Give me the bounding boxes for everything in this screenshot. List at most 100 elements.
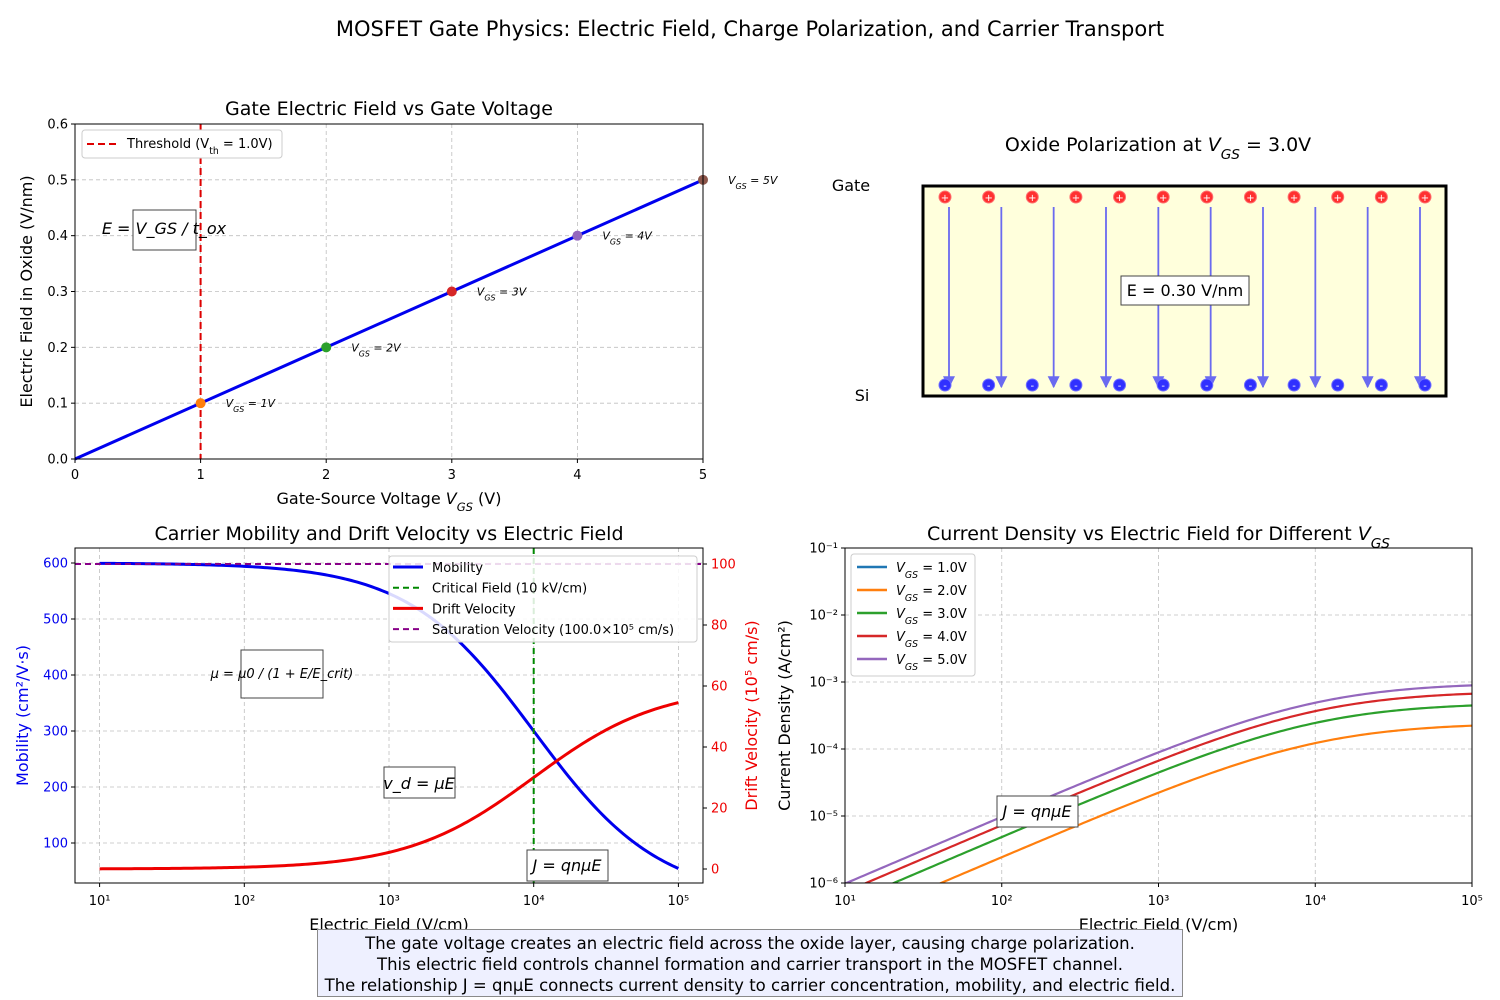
y-tick-label: 100: [43, 837, 68, 852]
point-label: VGS​ = 1V: [226, 397, 277, 414]
y2-tick-label: 0: [711, 863, 719, 878]
caption-line: This electric field controls channel for…: [376, 955, 1123, 974]
negative-charge: [1069, 378, 1083, 392]
caption-box: The gate voltage creates an electric fie…: [317, 929, 1183, 997]
positive-charge-sign: +: [1421, 193, 1429, 204]
legend-label: VGS​ = 2.0V: [896, 584, 967, 604]
annotation-box: [526, 849, 609, 882]
x-tick-label: 10¹: [89, 894, 111, 909]
negative-charge: [938, 378, 952, 392]
panel-title: Gate Electric Field vs Gate Voltage: [225, 98, 553, 120]
y-tick-label: 500: [43, 613, 68, 628]
mobility-formula: μ = μ0 / (1 + E/E_crit): [210, 667, 354, 682]
x-tick-label: 0: [71, 468, 79, 483]
legend-label: Critical Field (10 kV/cm): [432, 582, 587, 597]
negative-charge-sign: -: [1161, 381, 1165, 392]
y-tick-label: 200: [43, 781, 68, 796]
positive-charge: [982, 190, 996, 204]
y-tick-label: 400: [43, 669, 68, 684]
x-tick-label: 10²: [991, 894, 1013, 909]
panel-gate-field: 0 1 2 3 4 5 0.0 0.1 0.2 0.3 0.4 0.5 0.6 VGS​ = 1V VGS​…: [17, 98, 779, 514]
panel-mobility-drift: 10¹ 10² 10³ 10⁴ 10⁵ 100 200 300 400 500 600 0 20 40 60…: [13, 523, 761, 934]
positive-charge-sign: +: [941, 193, 949, 204]
negative-charge-sign: -: [1205, 381, 1209, 392]
legend-box: [388, 555, 698, 643]
y2-tick-label: 20: [711, 802, 728, 817]
panel-oxide-polarization: Oxide Polarization at VGS​ = 3.0V Gate Si +…: [832, 134, 1448, 405]
legend-label: VGS​ = 3.0V: [896, 607, 967, 627]
negative-charge: [1243, 378, 1257, 392]
caption-line: The relationship J = qnμE connects curre…: [324, 976, 1176, 995]
negative-charge: [1287, 378, 1301, 392]
current-density-curve: [938, 724, 1472, 883]
panel-title: Current Density vs Electric Field for Di…: [927, 523, 1390, 552]
x-tick-label: 10⁴: [1304, 894, 1326, 909]
data-point: [195, 398, 206, 409]
x-tick-label: 10¹: [834, 894, 856, 909]
x-tick-label: 1: [196, 468, 204, 483]
legend-box: [850, 553, 976, 677]
negative-charge: [1156, 378, 1170, 392]
x-tick-label: 10⁵: [1461, 894, 1483, 909]
silicon-label: Si: [855, 386, 870, 405]
current-formula: J = qnμE: [530, 856, 603, 875]
positive-charge-sign: +: [1115, 193, 1123, 204]
panel-title: Oxide Polarization at VGS​ = 3.0V: [1005, 134, 1311, 163]
y2-tick-label: 100: [711, 558, 736, 573]
y-axis-label: Mobility (cm²/V·s): [13, 645, 32, 786]
positive-charge-sign: +: [1072, 193, 1080, 204]
y-tick-label: 10⁻⁶: [809, 877, 838, 892]
figure-title: MOSFET Gate Physics: Electric Field, Cha…: [336, 17, 1164, 41]
negative-charge: [982, 378, 996, 392]
negative-charge: [1113, 378, 1127, 392]
positive-charge-sign: +: [1203, 193, 1211, 204]
positive-charge: [1156, 190, 1170, 204]
plot-frame: [74, 547, 704, 884]
positive-charge: [1287, 190, 1301, 204]
positive-charge: [1374, 190, 1388, 204]
positive-charge: [1025, 190, 1039, 204]
point-label: VGS​ = 5V: [728, 174, 779, 191]
y2-tick-label: 40: [711, 741, 728, 756]
y-tick-label: 10⁻⁴: [809, 743, 838, 758]
x-tick-label: 4: [573, 468, 581, 483]
negative-charge-sign: -: [1380, 381, 1384, 392]
negative-charge-sign: -: [1030, 381, 1034, 392]
positive-charge: [1069, 190, 1083, 204]
y-tick-label: 0.5: [47, 173, 68, 188]
legend-label: Saturation Velocity (100.0×10⁵ cm/s): [432, 623, 674, 638]
negative-charge-sign: -: [1423, 381, 1427, 392]
negative-charge: [1331, 378, 1345, 392]
formula-annotation: E = V_GS / t_ox: [102, 219, 227, 239]
y-tick-label: 0.3: [47, 285, 68, 300]
x-tick-label: 10³: [378, 894, 400, 909]
positive-charge: [1331, 190, 1345, 204]
positive-charge-sign: +: [1334, 193, 1342, 204]
positive-charge-sign: +: [1159, 193, 1167, 204]
positive-charge-sign: +: [1028, 193, 1036, 204]
negative-charge: [1374, 378, 1388, 392]
negative-charge-sign: -: [1292, 381, 1296, 392]
positive-charge: [938, 190, 952, 204]
y2-tick-label: 80: [711, 619, 728, 634]
y2-tick-label: 60: [711, 680, 728, 695]
data-point: [321, 342, 332, 353]
positive-charge: [1243, 190, 1257, 204]
field-line: [74, 178, 704, 461]
current-density-curve: [845, 684, 1472, 883]
panel-title: Carrier Mobility and Drift Velocity vs E…: [154, 523, 623, 545]
data-point: [572, 230, 583, 241]
negative-charge-sign: -: [1074, 381, 1078, 392]
positive-charge-sign: +: [1246, 193, 1254, 204]
y2-axis-label: Drift Velocity (10⁵ cm/s): [742, 620, 761, 810]
x-tick-label: 10²: [233, 894, 255, 909]
negative-charge-sign: -: [987, 381, 991, 392]
positive-charge-sign: +: [984, 193, 992, 204]
negative-charge: [1200, 378, 1214, 392]
negative-charge-sign: -: [943, 381, 947, 392]
plot-frame: [74, 123, 704, 460]
point-label: VGS​ = 4V: [602, 230, 653, 247]
negative-charge: [1025, 378, 1039, 392]
y-axis-label: Current Density (A/cm²): [775, 620, 794, 811]
x-tick-label: 10⁴: [523, 894, 545, 909]
